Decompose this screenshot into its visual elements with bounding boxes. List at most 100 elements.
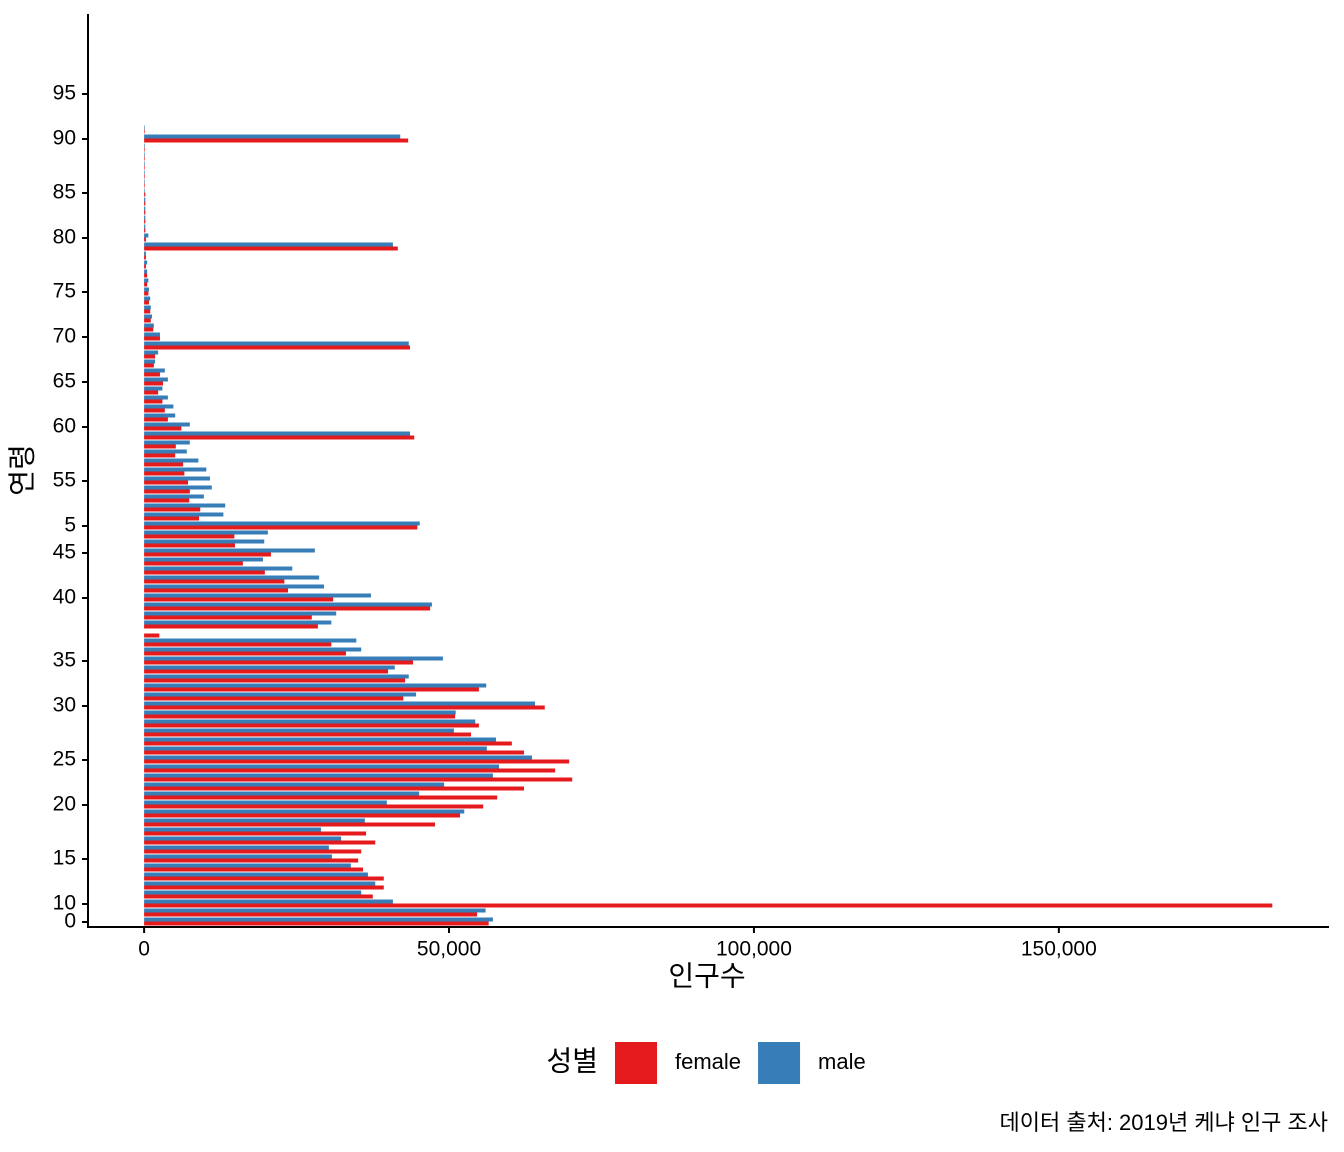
bar — [144, 656, 443, 661]
bar — [144, 827, 321, 832]
bar — [144, 732, 471, 737]
bar — [144, 588, 289, 593]
bar — [144, 431, 410, 436]
bar — [144, 530, 268, 535]
bar — [144, 269, 148, 274]
bar — [144, 822, 435, 827]
bar — [144, 413, 176, 418]
bar — [144, 512, 224, 517]
bar — [144, 791, 420, 796]
bar — [144, 453, 176, 458]
bar — [144, 534, 235, 539]
bar — [144, 426, 182, 431]
bar — [144, 264, 146, 269]
bar — [144, 404, 174, 409]
bar — [144, 746, 487, 751]
bar — [144, 782, 445, 787]
y-tick-label: 45 — [53, 541, 76, 564]
legend-label: female — [675, 1049, 741, 1074]
bar — [144, 125, 145, 130]
bar — [144, 678, 406, 683]
bar — [144, 912, 478, 917]
bar — [144, 809, 465, 814]
bar — [144, 696, 404, 701]
bar — [144, 332, 160, 337]
bar — [144, 228, 146, 233]
y-tick-label: 55 — [53, 469, 76, 492]
bar — [144, 345, 410, 350]
bar — [144, 287, 149, 292]
bar — [144, 764, 500, 769]
bar — [144, 129, 145, 134]
bar — [144, 921, 489, 926]
y-tick-label: 0 — [64, 910, 76, 933]
bar — [144, 759, 570, 764]
legend-title: 성별 — [546, 1045, 598, 1076]
bar — [144, 363, 154, 368]
bar — [144, 341, 409, 346]
bar — [144, 579, 285, 584]
y-tick-label: 85 — [53, 181, 76, 204]
bar — [144, 273, 148, 278]
bar — [144, 561, 243, 566]
bar — [144, 359, 156, 364]
bar — [144, 642, 332, 647]
y-axis-title: 연령 — [6, 444, 37, 496]
legend-swatch — [758, 1042, 801, 1084]
bar — [144, 615, 312, 620]
y-tick-label: 35 — [53, 649, 76, 672]
bar — [144, 381, 164, 386]
bar — [144, 390, 159, 395]
bar — [144, 525, 418, 530]
bar — [144, 611, 337, 616]
bar — [144, 489, 190, 494]
bar — [144, 890, 362, 895]
y-tick-label: 65 — [53, 370, 76, 393]
legend-label: male — [818, 1049, 866, 1074]
bar — [144, 741, 512, 746]
bar — [144, 165, 145, 170]
bar — [144, 638, 357, 643]
bar — [144, 881, 376, 886]
bar — [144, 300, 149, 305]
bar — [144, 480, 189, 485]
bar — [144, 467, 207, 472]
bar — [144, 755, 532, 760]
bar — [144, 908, 486, 913]
bar — [144, 786, 525, 791]
caption: 데이터 출처: 2019년 케냐 인구 조사 — [1000, 1110, 1329, 1135]
bar — [144, 458, 199, 463]
bar — [144, 386, 163, 391]
bar — [144, 206, 146, 211]
x-tick-label: 100,000 — [716, 938, 792, 961]
bar — [144, 669, 389, 674]
y-tick-label: 90 — [53, 127, 76, 150]
y-tick-label: 10 — [53, 892, 76, 915]
bar — [144, 660, 414, 665]
y-tick-label: 75 — [53, 280, 76, 303]
bar — [144, 750, 525, 755]
bar — [144, 210, 146, 215]
bar — [144, 251, 146, 256]
y-tick-label: 20 — [53, 793, 76, 816]
bar — [144, 674, 409, 679]
bar — [144, 471, 185, 476]
bar — [144, 444, 176, 449]
bar — [144, 633, 160, 638]
bar — [144, 728, 454, 733]
bar — [144, 161, 145, 166]
bar — [144, 539, 265, 544]
bar — [144, 683, 487, 688]
y-tick-label: 15 — [53, 847, 76, 870]
bar — [144, 773, 493, 778]
y-tick-label: 25 — [53, 748, 76, 771]
bar — [144, 215, 146, 220]
bar — [144, 278, 149, 283]
bar — [144, 557, 264, 562]
bar — [144, 399, 163, 404]
bar — [144, 552, 271, 557]
bar — [144, 255, 146, 260]
bar — [144, 516, 199, 521]
bar — [144, 462, 184, 467]
bar — [144, 876, 384, 881]
